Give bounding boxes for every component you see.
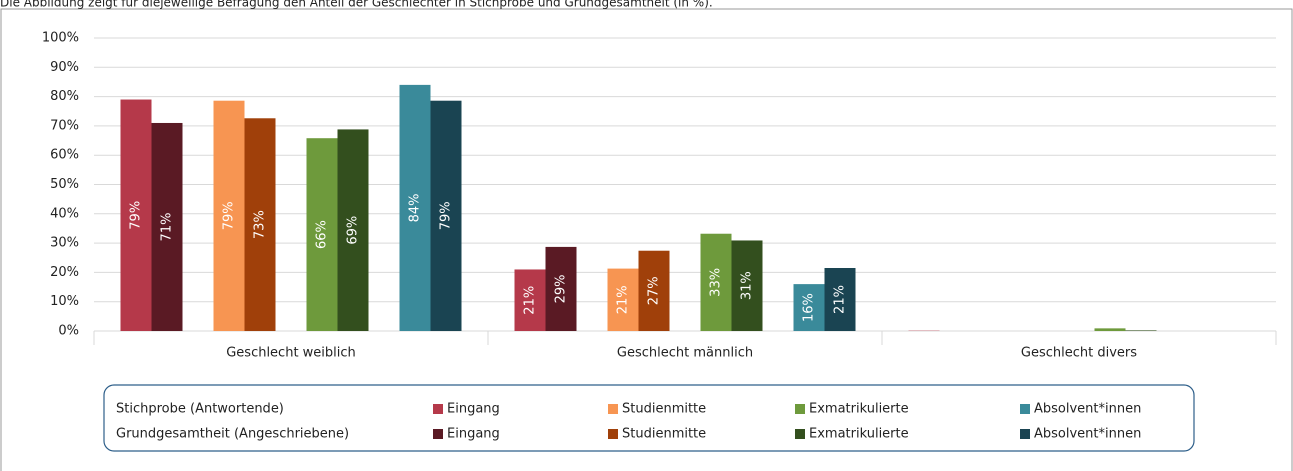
y-tick-label: 0% bbox=[58, 324, 79, 339]
legend-label: Absolvent*innen bbox=[1034, 402, 1141, 417]
data-label: 21% bbox=[616, 285, 631, 314]
y-tick-label: 10% bbox=[50, 294, 79, 309]
bar bbox=[731, 240, 763, 331]
bar bbox=[607, 268, 639, 331]
y-tick-label: 40% bbox=[50, 206, 79, 221]
bar bbox=[1094, 328, 1126, 331]
legend-label: Eingang bbox=[447, 427, 500, 442]
data-label: 66% bbox=[315, 220, 330, 249]
bar bbox=[1125, 330, 1157, 331]
data-label: 79% bbox=[129, 201, 144, 230]
y-tick-label: 50% bbox=[50, 177, 79, 192]
legend-swatch bbox=[1020, 404, 1030, 414]
legend-group-label: Stichprobe (Antwortende) bbox=[116, 402, 284, 417]
legend-swatch bbox=[1020, 429, 1030, 439]
bar bbox=[244, 118, 276, 331]
data-label: 21% bbox=[523, 286, 538, 315]
bar bbox=[306, 138, 338, 331]
frame bbox=[0, 8, 1293, 471]
data-label: 79% bbox=[439, 201, 454, 230]
data-label: 16% bbox=[802, 293, 817, 322]
legend-swatch bbox=[433, 429, 443, 439]
bar bbox=[824, 268, 856, 331]
bar bbox=[638, 250, 670, 331]
bar bbox=[514, 269, 546, 331]
y-tick-label: 90% bbox=[50, 60, 79, 75]
y-tick-label: 20% bbox=[50, 265, 79, 280]
x-tick-label: Geschlecht männlich bbox=[617, 346, 753, 361]
legend-swatch bbox=[608, 404, 618, 414]
x-tick-label: Geschlecht divers bbox=[1021, 346, 1137, 361]
legend-label: Studienmitte bbox=[622, 402, 706, 417]
data-label: 27% bbox=[647, 276, 662, 305]
bar bbox=[213, 100, 245, 332]
y-tick-label: 70% bbox=[50, 118, 79, 133]
x-tick-label: Geschlecht weiblich bbox=[226, 346, 356, 361]
data-label: 79% bbox=[222, 201, 237, 230]
data-label: 33% bbox=[709, 268, 724, 297]
y-tick-label: 100% bbox=[42, 31, 79, 46]
legend-group-label: Grundgesamtheit (Angeschriebene) bbox=[116, 427, 349, 442]
y-tick-label: 30% bbox=[50, 236, 79, 251]
bar bbox=[337, 129, 369, 331]
y-tick-label: 60% bbox=[50, 148, 79, 163]
legend-box bbox=[103, 384, 1195, 452]
legend-label: Absolvent*innen bbox=[1034, 427, 1141, 442]
legend-swatch bbox=[433, 404, 443, 414]
bar bbox=[399, 84, 431, 331]
bar bbox=[700, 233, 732, 331]
legend-swatch bbox=[795, 404, 805, 414]
data-label: 31% bbox=[740, 271, 755, 300]
data-label: 29% bbox=[554, 275, 569, 304]
chart-subtitle: Die Abbildung zeigt für diejeweilige Bef… bbox=[0, 0, 713, 10]
bar bbox=[545, 246, 577, 331]
legend-label: Eingang bbox=[447, 402, 500, 417]
data-label: 84% bbox=[408, 193, 423, 222]
legend-label: Exmatrikulierte bbox=[809, 427, 909, 442]
data-label: 69% bbox=[346, 216, 361, 245]
legend-swatch bbox=[608, 429, 618, 439]
bar bbox=[793, 284, 825, 331]
legend-label: Exmatrikulierte bbox=[809, 402, 909, 417]
data-label: 73% bbox=[253, 210, 268, 239]
legend-swatch bbox=[795, 429, 805, 439]
data-label: 71% bbox=[160, 213, 175, 242]
legend-label: Studienmitte bbox=[622, 427, 706, 442]
data-label: 21% bbox=[833, 285, 848, 314]
y-tick-label: 80% bbox=[50, 89, 79, 104]
bar bbox=[151, 122, 183, 331]
bar bbox=[430, 100, 462, 332]
bar bbox=[120, 99, 152, 331]
